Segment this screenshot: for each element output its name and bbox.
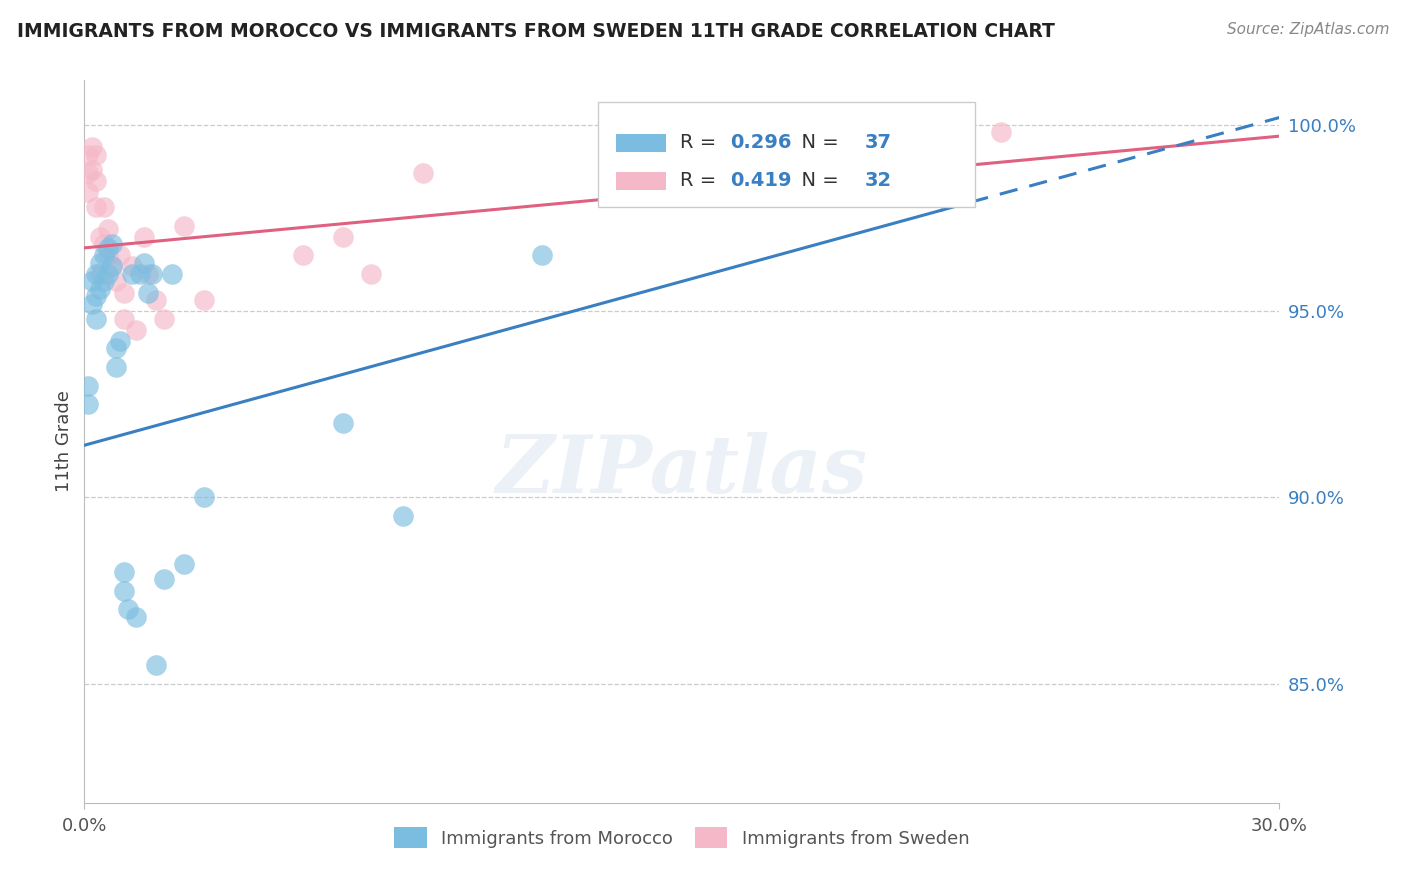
Point <box>112 285 135 300</box>
Point <box>136 267 159 281</box>
Point <box>145 658 167 673</box>
Point <box>101 260 124 274</box>
Point <box>153 311 176 326</box>
Text: IMMIGRANTS FROM MOROCCO VS IMMIGRANTS FROM SWEDEN 11TH GRADE CORRELATION CHART: IMMIGRANTS FROM MOROCCO VS IMMIGRANTS FR… <box>17 22 1054 41</box>
Point <box>97 267 120 281</box>
Point <box>173 219 195 233</box>
Point <box>112 565 135 579</box>
Point <box>89 229 111 244</box>
Text: 0.296: 0.296 <box>730 133 792 153</box>
Y-axis label: 11th Grade: 11th Grade <box>55 391 73 492</box>
Point <box>332 229 354 244</box>
Point <box>160 267 183 281</box>
Point <box>193 491 215 505</box>
Point <box>82 274 104 288</box>
Point <box>86 148 108 162</box>
Text: 37: 37 <box>865 133 891 153</box>
Text: R =: R = <box>679 133 723 153</box>
Point <box>77 148 100 162</box>
Point <box>121 267 143 281</box>
Point <box>112 311 135 326</box>
Point <box>110 248 132 262</box>
Point <box>93 274 115 288</box>
Point <box>153 572 176 586</box>
Text: N =: N = <box>790 133 845 153</box>
Point <box>101 237 124 252</box>
Text: 0.419: 0.419 <box>730 170 792 190</box>
Point <box>125 323 148 337</box>
Point <box>89 267 111 281</box>
Point <box>97 248 120 262</box>
Point <box>97 222 120 236</box>
FancyBboxPatch shape <box>616 135 666 153</box>
Point <box>97 241 120 255</box>
Text: 32: 32 <box>865 170 891 190</box>
Point <box>86 311 108 326</box>
Point <box>86 174 108 188</box>
Point <box>105 359 128 374</box>
Point <box>86 200 108 214</box>
Point <box>112 583 135 598</box>
Point <box>125 609 148 624</box>
Point <box>105 274 128 288</box>
Point <box>360 267 382 281</box>
Point <box>82 162 104 177</box>
Point <box>110 334 132 348</box>
Point <box>117 602 139 616</box>
Legend: Immigrants from Morocco, Immigrants from Sweden: Immigrants from Morocco, Immigrants from… <box>387 820 977 855</box>
Point <box>332 416 354 430</box>
Point <box>851 155 873 169</box>
Point <box>77 378 100 392</box>
Text: Source: ZipAtlas.com: Source: ZipAtlas.com <box>1226 22 1389 37</box>
Point <box>173 558 195 572</box>
Point <box>77 166 100 180</box>
Point <box>105 342 128 356</box>
Point <box>93 200 115 214</box>
Point <box>392 509 415 524</box>
Point <box>990 125 1012 139</box>
Point <box>193 293 215 307</box>
Point <box>93 248 115 262</box>
Point <box>77 185 100 199</box>
Point <box>89 282 111 296</box>
Text: ZIPatlas: ZIPatlas <box>496 432 868 509</box>
Point <box>145 293 167 307</box>
FancyBboxPatch shape <box>616 172 666 190</box>
Point <box>910 185 932 199</box>
Point <box>129 267 152 281</box>
Point <box>141 267 163 281</box>
Point <box>82 297 104 311</box>
Point <box>412 166 434 180</box>
Point <box>292 248 315 262</box>
Point <box>86 267 108 281</box>
Point <box>93 237 115 252</box>
Point <box>101 260 124 274</box>
Point <box>136 285 159 300</box>
Point <box>77 397 100 411</box>
Point <box>89 256 111 270</box>
Point <box>132 256 156 270</box>
Point <box>531 248 554 262</box>
Point <box>132 229 156 244</box>
Text: N =: N = <box>790 170 845 190</box>
Point <box>82 140 104 154</box>
Point <box>86 289 108 303</box>
FancyBboxPatch shape <box>599 102 974 207</box>
Point <box>121 260 143 274</box>
Text: R =: R = <box>679 170 723 190</box>
